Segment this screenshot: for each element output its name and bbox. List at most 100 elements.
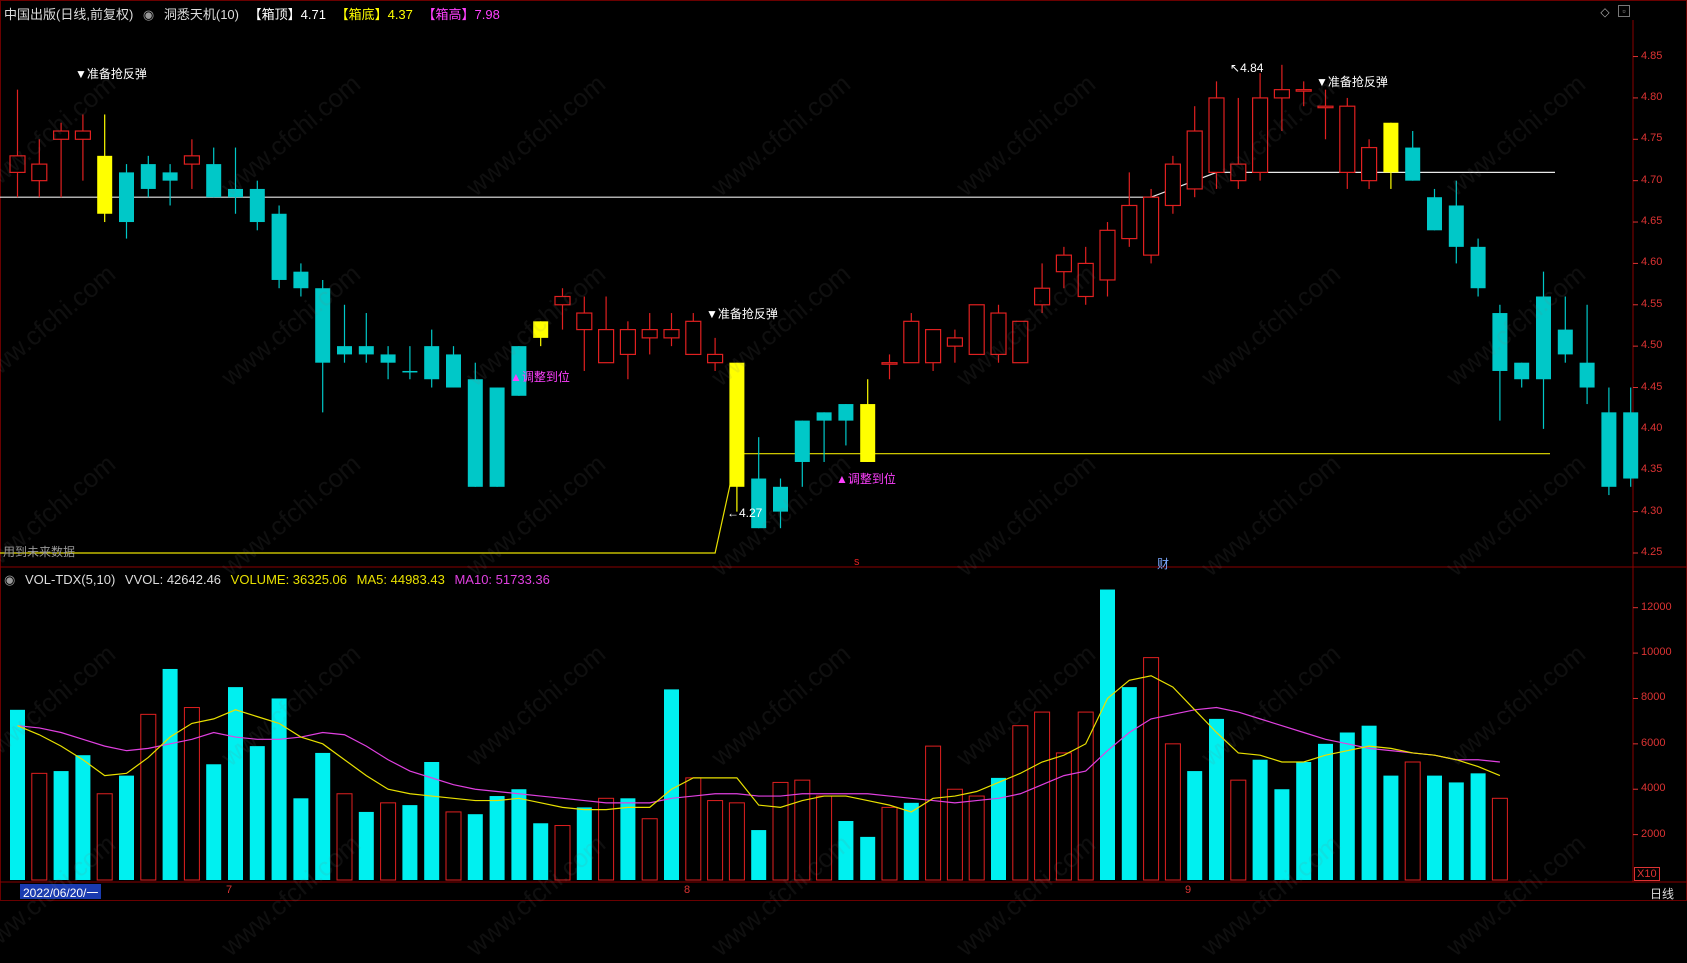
volume-bar <box>511 789 527 880</box>
candle-body <box>1295 89 1312 92</box>
volume-bar <box>1230 779 1247 881</box>
volume-tick-label: 2000 <box>1641 827 1666 840</box>
volume-bar <box>707 800 724 881</box>
volume-bar <box>576 807 592 880</box>
volume-bar <box>119 775 134 880</box>
volume-bar <box>554 825 571 881</box>
volume-bar <box>1055 752 1072 881</box>
volume-bar <box>620 798 636 880</box>
price-tick-label: 4.85 <box>1641 49 1663 62</box>
cursor-date: 2022/06/20/一 <box>20 884 102 900</box>
signal-marker-2: ▼准备抢反弹 <box>706 307 778 321</box>
volume-bar <box>271 698 287 880</box>
volume-bar <box>728 802 745 881</box>
candle-body <box>729 362 745 487</box>
candle-body <box>74 130 92 140</box>
future-data-note: 用到未来数据 <box>3 545 76 559</box>
volume-bar <box>293 798 309 880</box>
signal-marker-1: ▼准备抢反弹 <box>75 67 147 81</box>
candle-body <box>1273 89 1291 99</box>
candle-body <box>1099 229 1116 281</box>
volume-bar <box>1339 732 1355 880</box>
high-price-value: 4.84 <box>1240 61 1264 75</box>
indicator-name[interactable]: 洞悉天机(10) <box>163 7 239 22</box>
volume-bar <box>946 788 963 881</box>
volume-bar <box>10 709 25 880</box>
candle-body <box>773 486 788 512</box>
candle-body <box>1579 362 1595 388</box>
volume-bar <box>358 811 374 880</box>
candle-body <box>1601 412 1617 487</box>
candle-body <box>663 328 680 339</box>
candle-body <box>794 420 810 462</box>
candle-body <box>1077 262 1094 298</box>
candle-body <box>1536 296 1551 380</box>
volume-bar <box>53 771 69 880</box>
volume-scale-label: X10 <box>1634 867 1660 881</box>
volume-indicator-name[interactable]: VOL-TDX(5,10) <box>24 572 116 587</box>
candle-body <box>119 172 134 223</box>
ma5-line <box>17 675 1501 813</box>
ma5-value: MA5: 44983.43 <box>356 572 445 587</box>
ma10-value: MA10: 51733.36 <box>454 572 550 587</box>
adjust-marker-1: ▲调整到位 <box>510 370 570 384</box>
month-label-7: 7 <box>226 884 233 896</box>
volume-toggle-icon[interactable]: ◉ <box>4 572 16 587</box>
volume-bar <box>424 762 440 880</box>
volume-bar <box>336 793 353 881</box>
volume-bar <box>1252 759 1268 880</box>
box-bottom-value: 4.37 <box>387 7 413 22</box>
box-bottom-label: 【箱底】 <box>335 7 388 22</box>
candle-body <box>1317 105 1334 109</box>
candle-body <box>641 328 658 339</box>
candle-body <box>358 346 374 355</box>
chart-canvas[interactable] <box>0 0 1687 901</box>
event-s-marker[interactable]: s <box>854 556 860 568</box>
candle-body <box>1492 313 1508 371</box>
candle-body <box>1033 287 1051 306</box>
volume-bar <box>816 795 833 881</box>
volume-bar <box>1427 775 1442 880</box>
volume-bar <box>402 805 418 880</box>
candle-body <box>1470 246 1486 289</box>
candle-body <box>1448 205 1464 247</box>
volume-bar <box>1383 775 1399 880</box>
volume-bar <box>903 802 919 880</box>
high-price-mark: ↖4.84 <box>1230 61 1263 75</box>
candle-body <box>1186 130 1203 190</box>
indicator-toggle-icon[interactable]: ◉ <box>142 7 155 22</box>
candle-body <box>1121 204 1138 240</box>
candle-body <box>424 346 440 380</box>
box-high-label: 【箱高】 <box>422 7 475 22</box>
candle-body <box>968 304 985 356</box>
candle-body <box>1012 320 1029 364</box>
candle-body <box>228 188 243 198</box>
candle-body <box>31 163 48 182</box>
candle-body <box>1360 146 1378 182</box>
price-tick-label: 4.70 <box>1641 173 1663 186</box>
volume-bar <box>489 796 505 880</box>
diamond-icon[interactable]: ◇ <box>1600 5 1610 19</box>
candle-body <box>9 155 26 173</box>
restore-window-icon[interactable]: ▫ <box>1618 5 1630 17</box>
candle-body <box>52 130 70 140</box>
candle-body <box>816 412 832 421</box>
volume-bar <box>96 793 113 881</box>
volume-bar <box>1187 771 1203 880</box>
volume-bar <box>228 687 243 880</box>
period-label[interactable]: 日线 <box>1650 887 1675 901</box>
candle-body <box>511 346 527 396</box>
volume-tick-label: 4000 <box>1641 782 1666 795</box>
candle-body <box>619 328 637 356</box>
candle-body <box>162 172 178 181</box>
volume-bar <box>772 781 789 881</box>
candle-body <box>467 379 483 487</box>
volume-bar <box>881 806 898 881</box>
price-tick-label: 4.65 <box>1641 215 1663 228</box>
price-tick-label: 4.25 <box>1641 546 1663 558</box>
event-financial-marker[interactable]: 财 <box>1157 557 1170 571</box>
volume-bar <box>1448 782 1464 880</box>
candle-body <box>271 213 287 280</box>
volume-bar <box>1077 711 1094 881</box>
